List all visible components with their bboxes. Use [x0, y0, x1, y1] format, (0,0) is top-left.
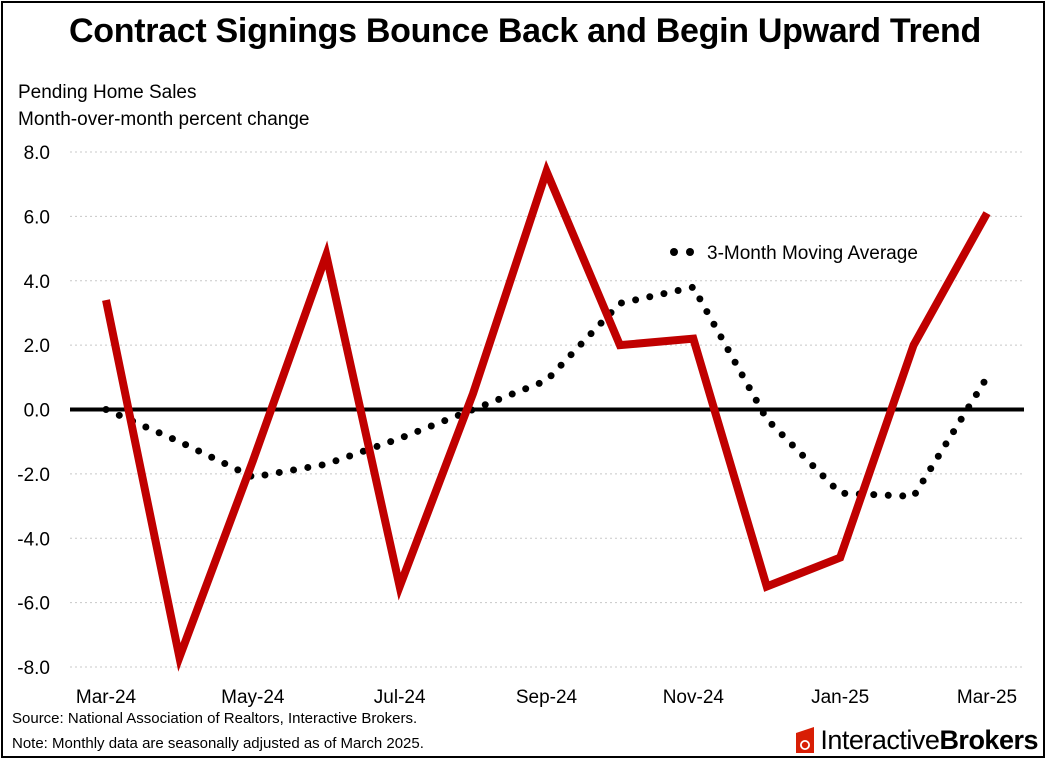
y-tick-label: 4.0 [24, 272, 50, 293]
x-tick-label: May-24 [221, 687, 285, 708]
y-tick-label: -6.0 [17, 594, 50, 615]
brand-wordmark-regular: Interactive [820, 724, 940, 755]
x-axis-tick-labels: Mar-24 May-24 Jul-24 Sep-24 Nov-24 Jan-25 Mar-… [76, 687, 1017, 708]
legend-marker-dot [686, 248, 694, 256]
legend-label: 3-Month Moving Average [707, 243, 918, 264]
x-tick-label: Nov-24 [663, 687, 725, 708]
source-note: Source: National Association of Realtors… [12, 710, 418, 727]
methodology-note: Note: Monthly data are seasonally adjust… [12, 735, 424, 752]
brand-wordmark: InteractiveBrokers [820, 725, 1038, 756]
chart-subtitle-line-2: Month-over-month percent change [18, 109, 310, 130]
y-tick-label: 2.0 [24, 336, 50, 357]
legend: 3-Month Moving Average [670, 243, 918, 264]
y-axis-tick-labels: 8.0 6.0 4.0 2.0 0.0 -2.0 -4.0 -6.0 -8.0 [17, 143, 50, 679]
y-tick-label: 8.0 [24, 143, 50, 164]
series-pending-home-sales [102, 159, 991, 672]
series-moving-average [102, 283, 991, 500]
chart-subtitle-line-1: Pending Home Sales [18, 82, 197, 103]
y-tick-label: -2.0 [17, 465, 50, 486]
y-tick-label: -8.0 [17, 658, 50, 679]
x-tick-label: Mar-25 [957, 687, 1017, 708]
y-tick-label: 6.0 [24, 207, 50, 228]
legend-marker-dot [670, 248, 678, 256]
x-tick-label: Jul-24 [374, 687, 426, 708]
interactive-brokers-logo-icon [796, 727, 815, 753]
chart-title: Contract Signings Bounce Back and Begin … [69, 12, 981, 50]
x-tick-label: Sep-24 [516, 687, 578, 708]
x-tick-label: Mar-24 [76, 687, 137, 708]
brand-logo: InteractiveBrokers [792, 722, 1038, 758]
y-tick-label: -4.0 [17, 529, 50, 550]
moving-average-line [102, 283, 991, 500]
x-tick-label: Jan-25 [811, 687, 869, 708]
y-tick-label: 0.0 [24, 401, 50, 422]
brand-wordmark-bold: Brokers [939, 724, 1038, 755]
pending-sales-line [102, 159, 991, 672]
